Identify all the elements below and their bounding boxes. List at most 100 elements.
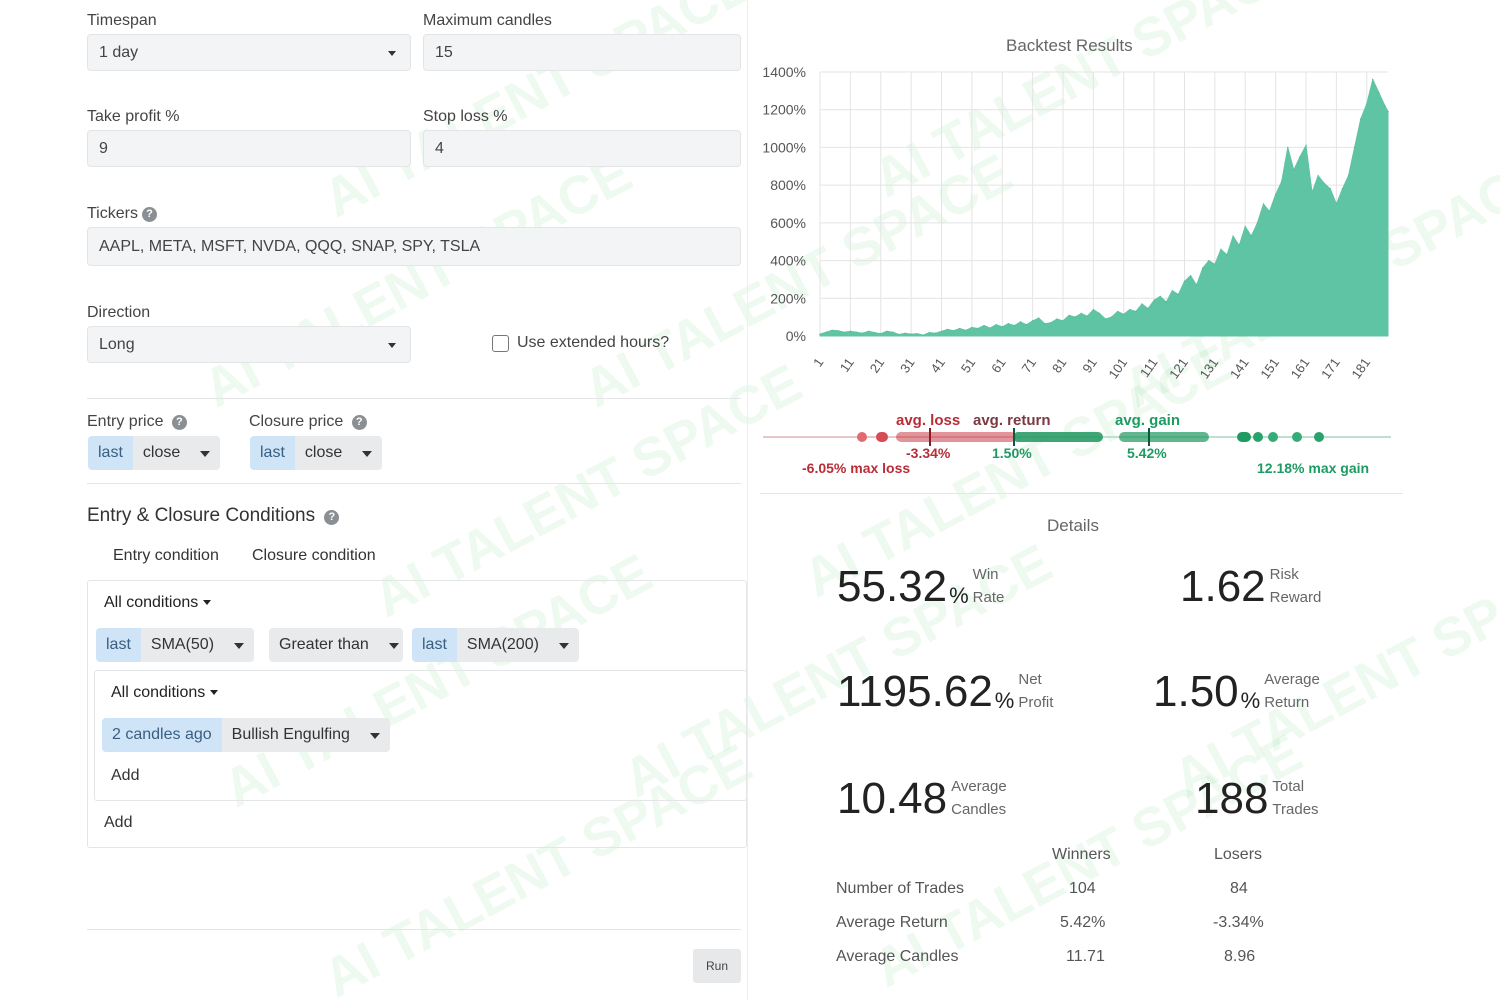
- outer-add-button[interactable]: Add: [104, 814, 133, 831]
- max-loss-label: -6.05% max loss: [802, 460, 911, 476]
- all-conditions-dropdown[interactable]: All conditions: [104, 594, 212, 612]
- tickers-label: Tickers?: [87, 205, 157, 223]
- data-point: [1287, 146, 1289, 148]
- data-point: [1013, 325, 1015, 327]
- run-button[interactable]: Run: [693, 949, 741, 983]
- risk-reward-value: 1.62: [1180, 562, 1266, 611]
- data-point: [1007, 323, 1009, 325]
- max-gain-label: 12.18% max gain: [1257, 460, 1370, 476]
- data-point: [959, 327, 961, 330]
- y-tick-label: 400%: [770, 253, 806, 269]
- data-point: [1281, 180, 1283, 182]
- chevron-down-icon[interactable]: [352, 436, 383, 470]
- data-point: [1311, 192, 1313, 194]
- tab-entry-condition[interactable]: Entry condition: [113, 547, 219, 564]
- y-tick-label: 600%: [770, 215, 806, 231]
- stop-loss-input[interactable]: 4: [423, 130, 741, 167]
- tickers-input[interactable]: AAPL, META, MSFT, NVDA, QQQ, SNAP, SPY, …: [87, 227, 741, 266]
- data-point: [1032, 320, 1034, 322]
- data-point: [1299, 156, 1301, 158]
- right-operand[interactable]: last SMA(200): [412, 628, 579, 662]
- x-tick-label: 71: [1018, 355, 1039, 375]
- operator-select[interactable]: Greater than: [269, 628, 403, 662]
- timespan-select[interactable]: 1 day: [87, 34, 411, 71]
- data-point: [1171, 290, 1173, 292]
- nested-all-conditions-dropdown[interactable]: All conditions: [111, 684, 219, 702]
- trade-dot: [876, 432, 888, 442]
- chevron-down-icon[interactable]: [548, 628, 579, 662]
- chevron-down-icon[interactable]: [359, 718, 390, 752]
- data-point: [1056, 318, 1058, 320]
- nested-condition-row[interactable]: 2 candles ago Bullish Engulfing: [102, 718, 390, 752]
- data-point: [1347, 175, 1350, 177]
- data-point: [1317, 175, 1319, 177]
- chevron-down-icon: [388, 51, 396, 56]
- condition-row[interactable]: last SMA(50): [96, 628, 255, 662]
- closure-price-selector[interactable]: last close: [250, 436, 383, 470]
- right-indicator[interactable]: SMA(200): [456, 628, 549, 662]
- data-point: [1238, 244, 1240, 247]
- data-point: [1104, 318, 1107, 320]
- chevron-down-icon[interactable]: [224, 628, 255, 662]
- data-point: [1335, 203, 1337, 205]
- data-point: [1305, 144, 1307, 147]
- help-icon[interactable]: ?: [171, 415, 187, 430]
- data-point: [965, 329, 967, 331]
- nested-add-button[interactable]: Add: [111, 767, 140, 784]
- closure-price-ref[interactable]: last: [250, 436, 295, 470]
- avg-return-value: 1.50%: [992, 445, 1032, 461]
- avg-loss-label: avg. loss: [896, 412, 961, 429]
- x-tick-label: 181: [1348, 355, 1373, 381]
- chevron-down-icon[interactable]: [190, 436, 221, 470]
- data-point: [1159, 295, 1161, 297]
- data-point: [1329, 188, 1331, 190]
- trade-dot: [1268, 432, 1278, 442]
- total-trades-value: 188: [1195, 774, 1269, 823]
- closure-price-label: Closure price ?: [249, 413, 367, 431]
- table-cell: 11.71: [1066, 948, 1105, 965]
- panel-separator: [747, 0, 748, 1000]
- divider: [87, 483, 741, 484]
- trade-distribution: avg. loss avg. return avg. gain -3.34% 1…: [763, 408, 1393, 483]
- left-ref[interactable]: last: [96, 628, 141, 662]
- take-profit-input[interactable]: 9: [87, 130, 411, 167]
- table-header-winners: Winners: [1052, 846, 1111, 863]
- right-ref[interactable]: last: [412, 628, 457, 662]
- tab-closure-condition[interactable]: Closure condition: [252, 547, 376, 564]
- win-rate-value: 55.32: [837, 562, 948, 611]
- direction-select[interactable]: Long: [87, 326, 411, 363]
- table-cell: 5.42%: [1060, 914, 1106, 931]
- avg-gain-marker: [1148, 428, 1150, 446]
- left-indicator[interactable]: SMA(50): [140, 628, 225, 662]
- x-tick-label: 31: [897, 355, 918, 375]
- help-icon[interactable]: ?: [324, 510, 340, 525]
- closure-price-field[interactable]: close: [294, 436, 353, 470]
- data-point: [874, 332, 876, 334]
- timespan-value: 1 day: [99, 43, 139, 61]
- data-point: [1080, 312, 1082, 314]
- x-tick-label: 141: [1227, 355, 1252, 381]
- data-point: [1190, 275, 1192, 277]
- x-tick-label: 51: [958, 355, 979, 375]
- help-icon[interactable]: ?: [141, 207, 157, 222]
- entry-price-ref[interactable]: last: [88, 436, 133, 470]
- data-point: [1268, 210, 1271, 213]
- checkbox-icon[interactable]: [492, 334, 509, 352]
- pattern-select[interactable]: Bullish Engulfing: [221, 718, 360, 752]
- chevron-down-icon[interactable]: [378, 628, 403, 662]
- data-point: [904, 332, 906, 334]
- average-return-value: 1.50: [1153, 667, 1239, 716]
- entry-price-selector[interactable]: last close: [88, 436, 221, 470]
- operator-value[interactable]: Greater than: [269, 628, 379, 662]
- entry-price-field[interactable]: close: [132, 436, 191, 470]
- table-cell: 84: [1230, 880, 1248, 897]
- extended-hours-checkbox[interactable]: Use extended hours?: [492, 334, 669, 352]
- candles-ago-ref[interactable]: 2 candles ago: [102, 718, 222, 752]
- help-icon[interactable]: ?: [351, 415, 367, 430]
- data-point: [892, 331, 894, 333]
- data-point: [1250, 235, 1252, 237]
- max-candles-input[interactable]: 15: [423, 34, 741, 71]
- avg-loss-value: -3.34%: [906, 445, 951, 461]
- data-point: [940, 330, 943, 332]
- data-point: [1025, 324, 1028, 326]
